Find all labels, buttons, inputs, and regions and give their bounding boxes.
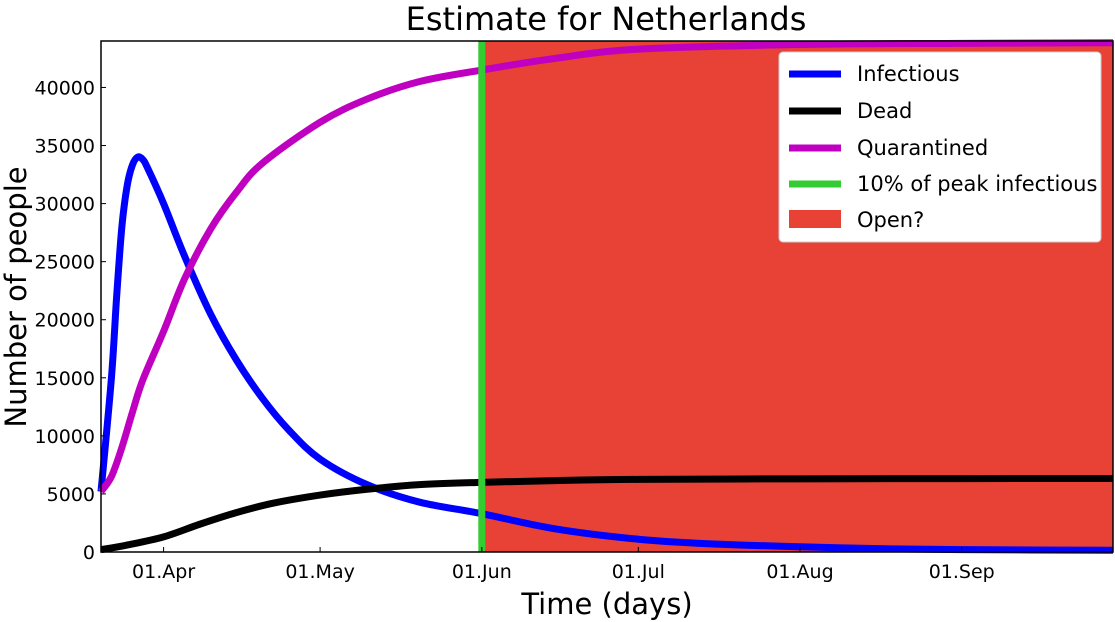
chart-title: Estimate for Netherlands (406, 0, 807, 38)
plot-frame (100, 40, 1114, 553)
series-line-infectious (97, 153, 1114, 554)
legend-label-dead: Dead (857, 99, 912, 123)
series-line-quarantined (98, 39, 1114, 494)
y-tick-label: 25000 (35, 252, 95, 274)
y-tick-label: 15000 (35, 368, 95, 390)
x-tick-label: 01.Sep (929, 561, 995, 583)
legend-label-quarantined: Quarantined (857, 136, 988, 160)
legend-swatch-open (789, 210, 841, 228)
x-tick-label: 01.Jul (612, 561, 665, 583)
legend-label-peak-line: 10% of peak infectious (857, 172, 1097, 196)
legend: Infectious Dead Quarantined 10% of peak … (778, 51, 1102, 243)
x-axis-label: Time (days) (520, 587, 692, 621)
x-tick-label: 01.May (285, 561, 355, 583)
y-tick-label: 0 (83, 542, 95, 564)
y-tick-label: 30000 (35, 194, 95, 216)
legend-label-open: Open? (857, 208, 924, 232)
y-tick-label: 40000 (35, 77, 95, 99)
series-line-dead (100, 474, 1114, 554)
y-tick-label: 5000 (47, 484, 95, 506)
y-axis-label: Number of people (0, 166, 33, 427)
x-tick-label: 01.Jun (452, 561, 512, 583)
y-tick-label: 10000 (35, 426, 95, 448)
axis-ticks: 01.Apr 01.May 01.Jun 01.Jul 01.Aug 01.Sep 0 500… (35, 77, 995, 583)
x-tick-label: 01.Apr (132, 561, 195, 583)
y-tick-label: 35000 (35, 136, 95, 158)
legend-box (778, 51, 1102, 243)
y-tick-label: 20000 (35, 310, 95, 332)
x-tick-label: 01.Aug (766, 561, 833, 583)
legend-label-infectious: Infectious (857, 62, 960, 86)
